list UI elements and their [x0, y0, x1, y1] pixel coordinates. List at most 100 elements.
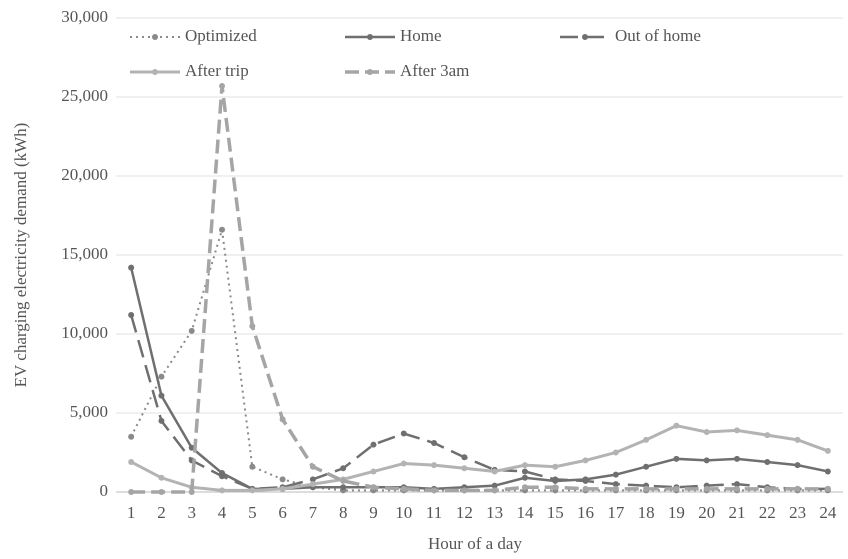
point	[612, 481, 619, 488]
point	[309, 481, 316, 488]
point	[219, 473, 226, 480]
x-axis-label: Hour of a day	[428, 534, 522, 553]
point	[612, 449, 619, 456]
legend-label: After 3am	[400, 61, 469, 80]
point	[733, 427, 740, 434]
point	[309, 463, 316, 470]
point	[612, 485, 619, 492]
point	[370, 441, 377, 448]
point	[552, 484, 559, 491]
point	[128, 489, 135, 495]
legend-marker	[582, 34, 588, 40]
x-tick-label: 5	[248, 503, 257, 522]
x-tick-label: 17	[607, 503, 625, 522]
point	[703, 457, 710, 464]
point	[643, 485, 650, 492]
point	[612, 471, 619, 478]
point	[703, 485, 710, 492]
point	[521, 484, 528, 491]
point	[370, 468, 377, 475]
point	[400, 460, 407, 467]
point	[733, 485, 740, 492]
point	[128, 458, 135, 465]
point	[400, 430, 407, 437]
point	[400, 485, 407, 492]
point	[279, 485, 286, 492]
point	[794, 462, 801, 469]
point	[431, 462, 438, 469]
x-tick-label: 9	[369, 503, 378, 522]
point	[703, 428, 710, 435]
point	[582, 477, 589, 484]
y-tick-label: 15,000	[61, 244, 108, 263]
point	[552, 463, 559, 470]
point	[673, 455, 680, 462]
point	[764, 458, 771, 465]
x-tick-label: 4	[218, 503, 227, 522]
x-tick-label: 11	[426, 503, 442, 522]
point	[582, 457, 589, 464]
series-line	[129, 314, 828, 491]
point	[643, 436, 650, 443]
legend-label: Out of home	[615, 26, 701, 45]
point	[521, 462, 528, 469]
legend-label: After trip	[185, 61, 249, 80]
x-tick-label: 6	[278, 503, 287, 522]
point	[158, 373, 165, 380]
series-line	[129, 267, 829, 491]
point	[279, 416, 286, 423]
point	[582, 485, 589, 492]
point	[824, 485, 831, 492]
point	[309, 476, 316, 483]
x-tick-label: 7	[309, 503, 318, 522]
point	[158, 474, 165, 481]
point	[733, 455, 740, 462]
point	[279, 476, 286, 483]
y-tick-label: 25,000	[61, 86, 108, 105]
point	[340, 477, 347, 484]
point	[219, 226, 226, 233]
x-tick-label: 20	[698, 503, 715, 522]
point	[370, 484, 377, 491]
x-tick-label: 21	[728, 503, 745, 522]
series-line	[131, 85, 828, 494]
point	[824, 447, 831, 454]
point	[219, 82, 226, 89]
point	[733, 481, 740, 488]
point	[158, 392, 165, 399]
point	[158, 489, 165, 495]
point	[521, 474, 528, 481]
point	[431, 487, 438, 494]
point	[552, 476, 559, 483]
legend-marker	[367, 69, 373, 75]
point	[340, 465, 347, 472]
point	[794, 436, 801, 443]
x-tick-label: 8	[339, 503, 348, 522]
point	[188, 489, 195, 495]
point	[128, 433, 135, 440]
x-tick-label: 22	[759, 503, 776, 522]
y-tick-label: 5,000	[70, 402, 108, 421]
y-tick-label: 30,000	[61, 7, 108, 26]
point	[491, 468, 498, 475]
legend-marker	[367, 34, 373, 40]
legend-label: Home	[400, 26, 442, 45]
point	[673, 422, 680, 429]
x-tick-label: 16	[577, 503, 594, 522]
point	[461, 454, 468, 461]
x-tick-label: 12	[456, 503, 473, 522]
legend-marker	[152, 69, 158, 75]
point	[128, 312, 135, 319]
x-tick-label: 23	[789, 503, 806, 522]
point	[249, 323, 256, 330]
point	[188, 327, 195, 334]
point	[764, 485, 771, 492]
point	[491, 487, 498, 494]
point	[158, 417, 165, 424]
point	[340, 484, 347, 491]
x-tick-label: 3	[187, 503, 196, 522]
point	[673, 485, 680, 492]
series-line	[130, 229, 828, 492]
point	[824, 468, 831, 475]
